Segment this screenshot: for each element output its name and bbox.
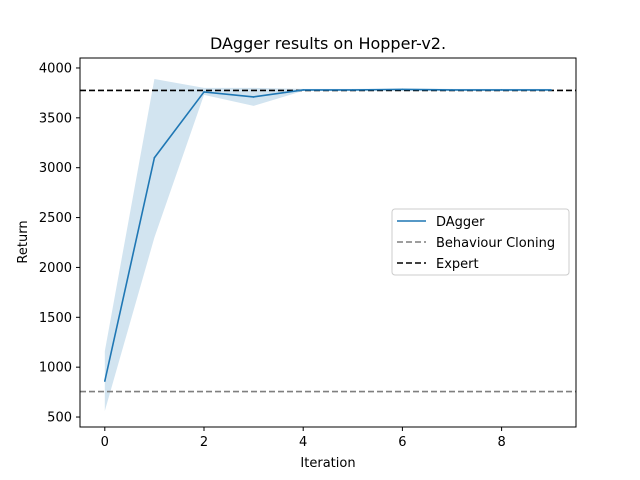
x-tick-label: 8 bbox=[497, 435, 505, 450]
y-axis-label: Return bbox=[16, 220, 31, 263]
y-tick-label: 1000 bbox=[39, 361, 72, 376]
legend-box bbox=[391, 208, 570, 276]
data-point bbox=[550, 89, 552, 91]
data-point bbox=[352, 89, 354, 91]
chart-title: DAgger results on Hopper-v2. bbox=[210, 34, 446, 53]
x-tick-label: 4 bbox=[299, 435, 307, 450]
data-point bbox=[153, 156, 156, 159]
data-point bbox=[252, 96, 255, 98]
confidence-band bbox=[104, 78, 552, 412]
legend-label-expert: Expert bbox=[436, 257, 479, 272]
y-tick-label: 4000 bbox=[39, 61, 72, 76]
y-tick-label: 500 bbox=[47, 411, 72, 426]
y-tick-label: 2500 bbox=[39, 211, 72, 226]
legend-label-behaviour-cloning: Behaviour Cloning bbox=[436, 236, 555, 251]
x-axis-label: Iteration bbox=[300, 456, 355, 471]
x-tick-label: 2 bbox=[200, 435, 208, 450]
data-point bbox=[451, 89, 453, 91]
legend: DAgger Behaviour Cloning Expert bbox=[391, 208, 570, 276]
y-tick-label: 3000 bbox=[39, 161, 72, 176]
data-point bbox=[104, 380, 106, 382]
data-point bbox=[401, 88, 404, 91]
plot-frame bbox=[79, 57, 577, 428]
legend-label-dagger: DAgger bbox=[436, 215, 485, 230]
y-tick-label: 2000 bbox=[39, 261, 72, 276]
y-tick-label: 1500 bbox=[39, 311, 72, 326]
y-tick-label: 3500 bbox=[39, 111, 72, 126]
data-point bbox=[302, 89, 305, 91]
series-line-dagger bbox=[104, 88, 552, 382]
data-point bbox=[203, 91, 205, 93]
data-point bbox=[500, 89, 503, 91]
x-tick-label: 0 bbox=[101, 435, 109, 450]
x-tick-label: 6 bbox=[398, 435, 406, 450]
